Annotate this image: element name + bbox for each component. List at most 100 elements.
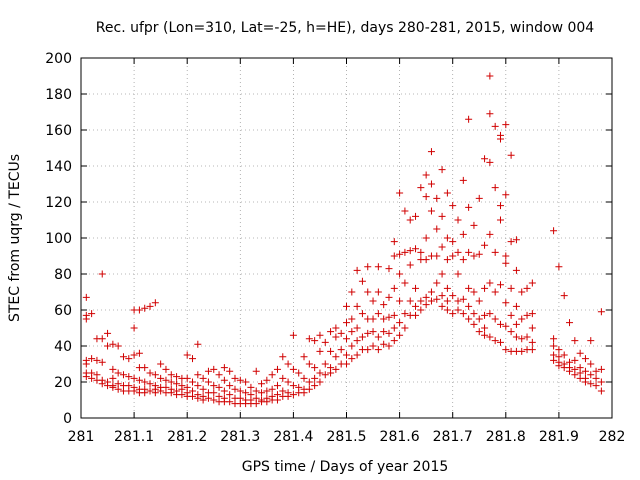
data-point <box>220 364 228 372</box>
data-point <box>380 301 388 309</box>
data-point <box>98 335 106 343</box>
data-point <box>358 333 366 341</box>
y-tick-label: 40 <box>54 339 72 355</box>
data-point <box>109 340 117 348</box>
data-point <box>481 324 489 332</box>
data-point <box>374 263 382 271</box>
data-point <box>162 365 170 373</box>
data-point <box>412 284 420 292</box>
data-point <box>332 365 340 373</box>
data-point <box>311 364 319 372</box>
data-point <box>459 295 467 303</box>
data-point <box>343 360 350 368</box>
data-point <box>465 248 473 256</box>
data-point <box>454 248 462 256</box>
data-point <box>486 310 494 318</box>
data-point <box>385 265 393 273</box>
data-point <box>210 396 218 404</box>
data-point <box>199 374 207 382</box>
data-point <box>358 277 366 285</box>
data-point <box>518 288 526 296</box>
data-point <box>475 194 483 202</box>
data-point <box>512 320 520 328</box>
data-point <box>406 216 414 224</box>
data-point <box>88 310 96 318</box>
data-point <box>316 347 324 355</box>
data-point <box>226 367 234 375</box>
y-tick-label: 0 <box>63 411 72 427</box>
data-point <box>518 315 526 323</box>
data-point <box>252 367 260 375</box>
data-point <box>167 378 175 386</box>
data-point <box>438 166 446 174</box>
data-point <box>332 333 340 341</box>
data-point <box>560 351 568 359</box>
data-point <box>597 387 605 395</box>
data-point <box>502 259 510 267</box>
data-point <box>502 299 510 307</box>
data-point <box>284 392 292 400</box>
data-point <box>364 346 372 354</box>
data-point <box>327 347 335 355</box>
x-tick-label: 281.5 <box>326 429 366 445</box>
x-tick-label: 281.1 <box>114 429 154 445</box>
data-point <box>380 328 388 336</box>
data-point <box>141 389 149 397</box>
data-point <box>550 342 558 350</box>
data-point <box>496 216 504 224</box>
data-point <box>167 389 175 397</box>
data-point <box>417 248 425 256</box>
data-point <box>491 288 499 296</box>
data-point <box>433 279 441 287</box>
data-point <box>449 202 457 210</box>
data-point <box>353 266 361 274</box>
data-point <box>422 293 430 301</box>
data-point <box>385 329 393 337</box>
data-point <box>109 374 117 382</box>
data-point <box>374 333 382 341</box>
data-point <box>135 376 143 384</box>
data-point <box>528 338 536 346</box>
data-point <box>279 353 287 361</box>
data-point <box>273 382 281 390</box>
data-point <box>305 335 313 343</box>
data-point <box>226 391 234 399</box>
data-point <box>374 288 382 296</box>
data-point <box>502 121 510 129</box>
data-point <box>406 247 414 255</box>
data-point <box>178 391 186 399</box>
data-point <box>427 288 435 296</box>
x-tick-label: 281.2 <box>167 429 207 445</box>
data-point <box>396 319 404 327</box>
data-point <box>427 148 435 156</box>
data-point <box>343 335 350 343</box>
data-point <box>364 263 372 271</box>
data-point <box>236 376 244 384</box>
data-point <box>119 353 127 361</box>
x-tick-label: 281.7 <box>433 429 473 445</box>
data-point <box>321 371 329 379</box>
y-tick-label: 180 <box>45 87 72 103</box>
data-point <box>459 310 467 318</box>
x-tick-label: 281 <box>68 429 95 445</box>
data-point <box>427 297 435 305</box>
data-point <box>220 376 228 384</box>
data-point <box>385 313 393 321</box>
data-point <box>385 342 393 350</box>
data-point <box>433 295 441 303</box>
x-tick-label: 281.9 <box>539 429 579 445</box>
data-point <box>470 252 478 260</box>
data-point <box>305 360 313 368</box>
data-point <box>470 310 478 318</box>
x-tick-label: 281.6 <box>380 429 420 445</box>
data-point <box>119 371 127 379</box>
data-point <box>300 353 308 361</box>
data-point <box>258 389 266 397</box>
data-point <box>157 374 165 382</box>
data-point <box>369 342 377 350</box>
data-point <box>353 302 361 310</box>
data-point <box>550 356 558 364</box>
y-tick-label: 140 <box>45 159 72 175</box>
data-point <box>204 378 212 386</box>
data-point <box>316 378 324 386</box>
